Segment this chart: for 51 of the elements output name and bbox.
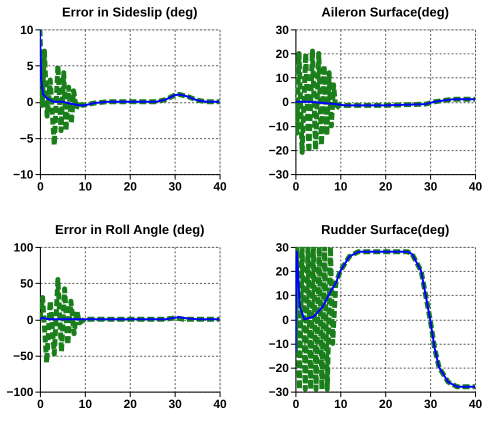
x-tick-label: 10 (334, 397, 348, 412)
y-tick-label: 0 (26, 312, 34, 327)
chart-title: Error in Roll Angle (deg) (55, 222, 204, 237)
y-tick-label: −50 (13, 348, 34, 363)
x-tick-label: 30 (424, 397, 438, 412)
y-tick-label: −20 (268, 143, 290, 158)
x-tick-label: 20 (379, 397, 393, 412)
line-series (40, 276, 220, 366)
y-tick-label: 10 (276, 71, 290, 86)
x-tick-label: 10 (78, 180, 92, 194)
x-tick-label: 40 (213, 180, 228, 194)
y-tick-label: 30 (276, 240, 290, 254)
x-tick-label: 10 (78, 397, 92, 412)
x-tick-label: 0 (37, 397, 44, 412)
x-tick-label: 30 (168, 180, 182, 194)
x-tick-label: 0 (292, 397, 300, 412)
y-tick-label: −20 (268, 361, 290, 375)
y-tick-label: −100 (6, 385, 34, 400)
line-series (295, 48, 476, 155)
chart-title: Error in Sideslip (deg) (62, 4, 198, 20)
y-tick-label: −10 (268, 336, 290, 351)
y-tick-label: 5 (26, 59, 34, 74)
x-tick-label: 40 (468, 180, 483, 194)
y-tick-label: −30 (268, 168, 290, 182)
x-tick-label: 30 (424, 180, 438, 194)
y-tick-label: −10 (268, 119, 290, 134)
x-tick-label: 0 (292, 180, 300, 194)
line-series (295, 98, 476, 106)
y-tick-label: 20 (276, 264, 290, 279)
y-tick-label: −5 (20, 131, 34, 146)
y-tick-label: 0 (26, 95, 34, 110)
y-tick-label: −10 (13, 168, 34, 182)
y-tick-label: 10 (276, 288, 290, 303)
y-tick-label: 0 (282, 95, 290, 110)
x-tick-label: 20 (124, 397, 138, 412)
chart-title: Rudder Surface(deg) (321, 222, 450, 237)
x-tick-label: 10 (334, 180, 348, 194)
y-tick-label: 50 (20, 276, 34, 291)
x-tick-label: 40 (213, 397, 228, 412)
x-tick-label: 30 (168, 397, 182, 412)
y-tick-label: −30 (268, 385, 290, 400)
y-tick-label: 20 (276, 46, 290, 61)
x-tick-label: 40 (468, 397, 483, 412)
y-tick-label: 10 (20, 22, 34, 37)
y-tick-label: 100 (13, 240, 34, 254)
y-tick-label: 0 (282, 312, 290, 327)
chart-title: Aileron Surface(deg) (321, 4, 449, 20)
x-tick-label: 20 (124, 180, 138, 194)
y-tick-label: 30 (276, 22, 290, 37)
x-tick-label: 20 (379, 180, 393, 194)
x-tick-label: 0 (37, 180, 44, 194)
